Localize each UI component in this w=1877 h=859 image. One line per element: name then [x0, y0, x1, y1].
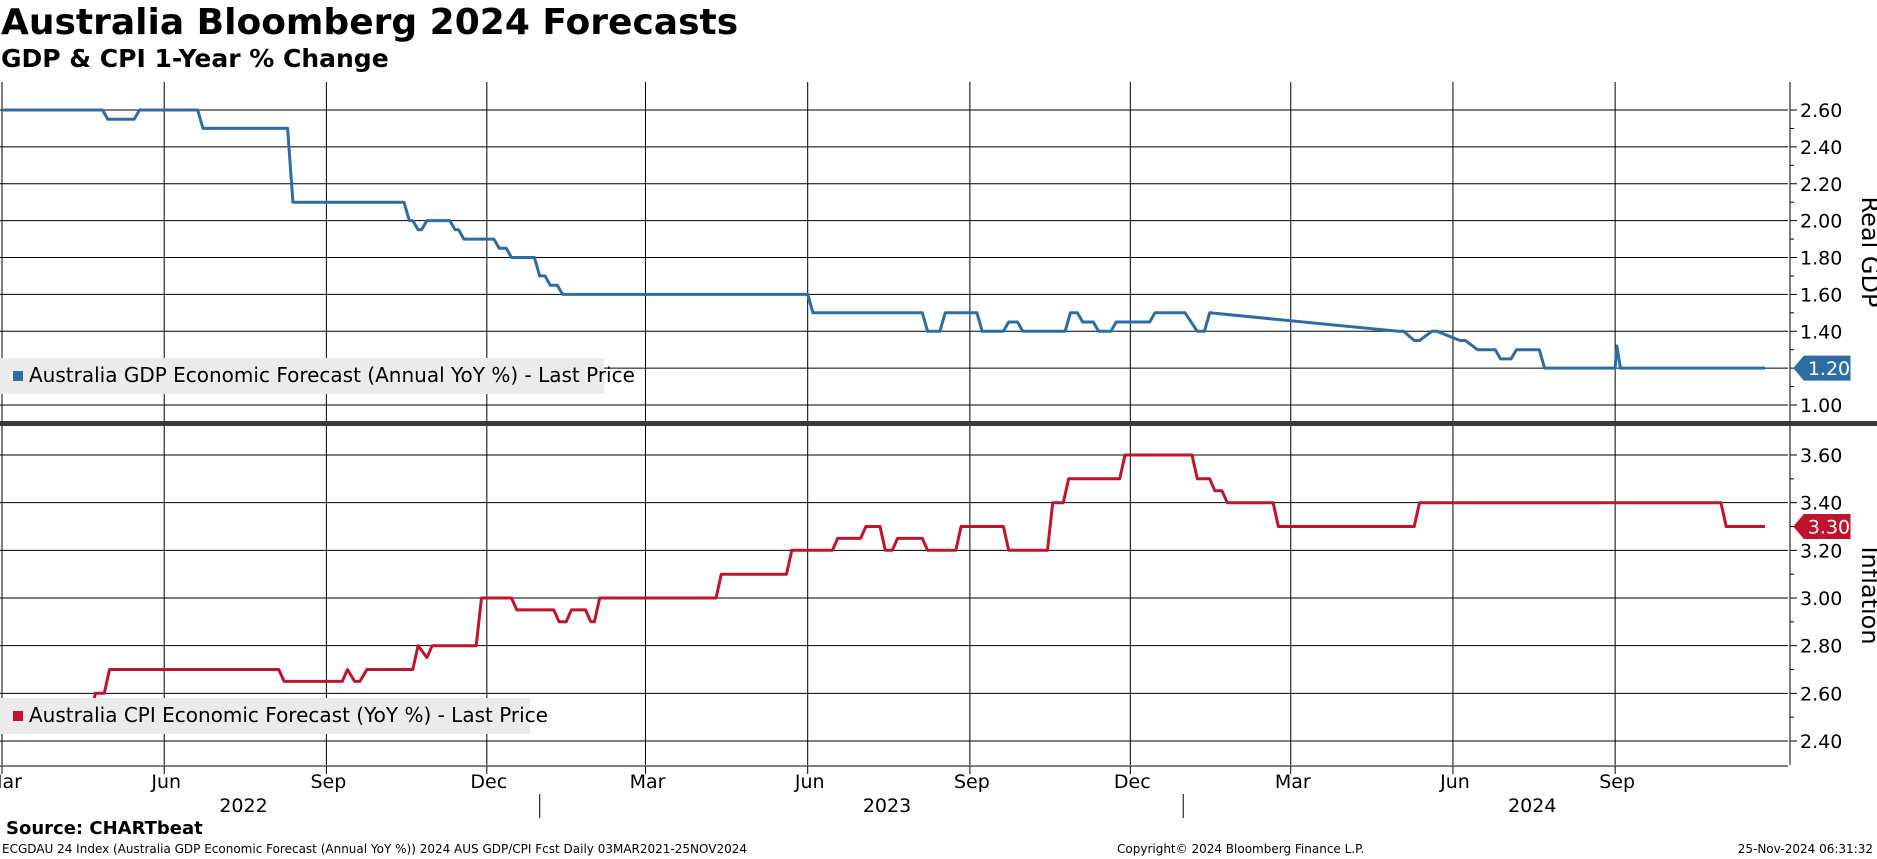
- ticker-info: ECGDAU 24 Index (Australia GDP Economic …: [2, 842, 747, 856]
- panel-divider: [0, 421, 1877, 426]
- series-line-cpi: [2, 453, 1765, 719]
- legend-background: [0, 698, 530, 734]
- legend-label: Australia CPI Economic Forecast (YoY %) …: [29, 703, 548, 727]
- x-tick-label: Jun: [1439, 771, 1470, 793]
- x-tick-label: Sep: [954, 771, 990, 793]
- y-tick-label: 2.80: [1800, 636, 1842, 658]
- y-tick-label: 3.40: [1800, 493, 1842, 515]
- source-note: Source: CHARTbeat: [6, 818, 203, 839]
- legend-swatch: [13, 711, 23, 721]
- y-axis-title: Real GDP: [1856, 197, 1877, 308]
- y-tick-label: 2.40: [1800, 731, 1842, 753]
- y-tick-label: 3.60: [1800, 445, 1842, 467]
- y-axis-title: Inflation: [1856, 546, 1877, 644]
- legend-label: Australia GDP Economic Forecast (Annual …: [29, 363, 635, 387]
- x-tick-label: Sep: [1599, 771, 1635, 793]
- y-tick-label: 2.60: [1800, 100, 1842, 122]
- y-tick-label: 2.60: [1800, 683, 1842, 705]
- y-tick-label: 2.00: [1800, 211, 1842, 233]
- last-value-tag: [1793, 514, 1851, 539]
- x-tick-label: Mar: [1275, 771, 1311, 793]
- x-tick-label: Dec: [470, 771, 507, 793]
- series-line-gdp: [2, 108, 1765, 370]
- last-value-label: 1.20: [1808, 358, 1850, 380]
- y-tick-label: 2.40: [1800, 137, 1842, 159]
- y-tick-label: 1.40: [1800, 321, 1842, 343]
- chart-title: Australia Bloomberg 2024 Forecasts: [1, 2, 739, 43]
- x-tick-label: Jun: [150, 771, 181, 793]
- copyright-note: Copyright© 2024 Bloomberg Finance L.P.: [1117, 842, 1365, 856]
- x-year-label: 2024: [1508, 795, 1556, 817]
- y-tick-label: 1.80: [1800, 248, 1842, 270]
- y-tick-label: 3.20: [1800, 540, 1842, 562]
- x-tick-label: Mar: [0, 771, 22, 793]
- x-year-label: 2022: [219, 795, 267, 817]
- x-tick-label: Mar: [630, 771, 666, 793]
- x-tick-label: Sep: [310, 771, 346, 793]
- x-tick-label: Jun: [794, 771, 825, 793]
- y-tick-label: 3.00: [1800, 588, 1842, 610]
- last-value-tag: [1793, 355, 1851, 381]
- timestamp: 25-Nov-2024 06:31:32: [1737, 842, 1873, 856]
- last-value-label: 3.30: [1808, 517, 1850, 539]
- y-tick-label: 1.60: [1800, 284, 1842, 306]
- x-year-label: 2023: [863, 795, 911, 817]
- chart-subtitle: GDP & CPI 1-Year % Change: [1, 44, 389, 73]
- legend-background: [0, 358, 604, 394]
- y-tick-label: 2.20: [1800, 174, 1842, 196]
- x-tick-label: Dec: [1114, 771, 1151, 793]
- legend-swatch: [13, 371, 23, 381]
- y-tick-label: 1.00: [1800, 395, 1842, 417]
